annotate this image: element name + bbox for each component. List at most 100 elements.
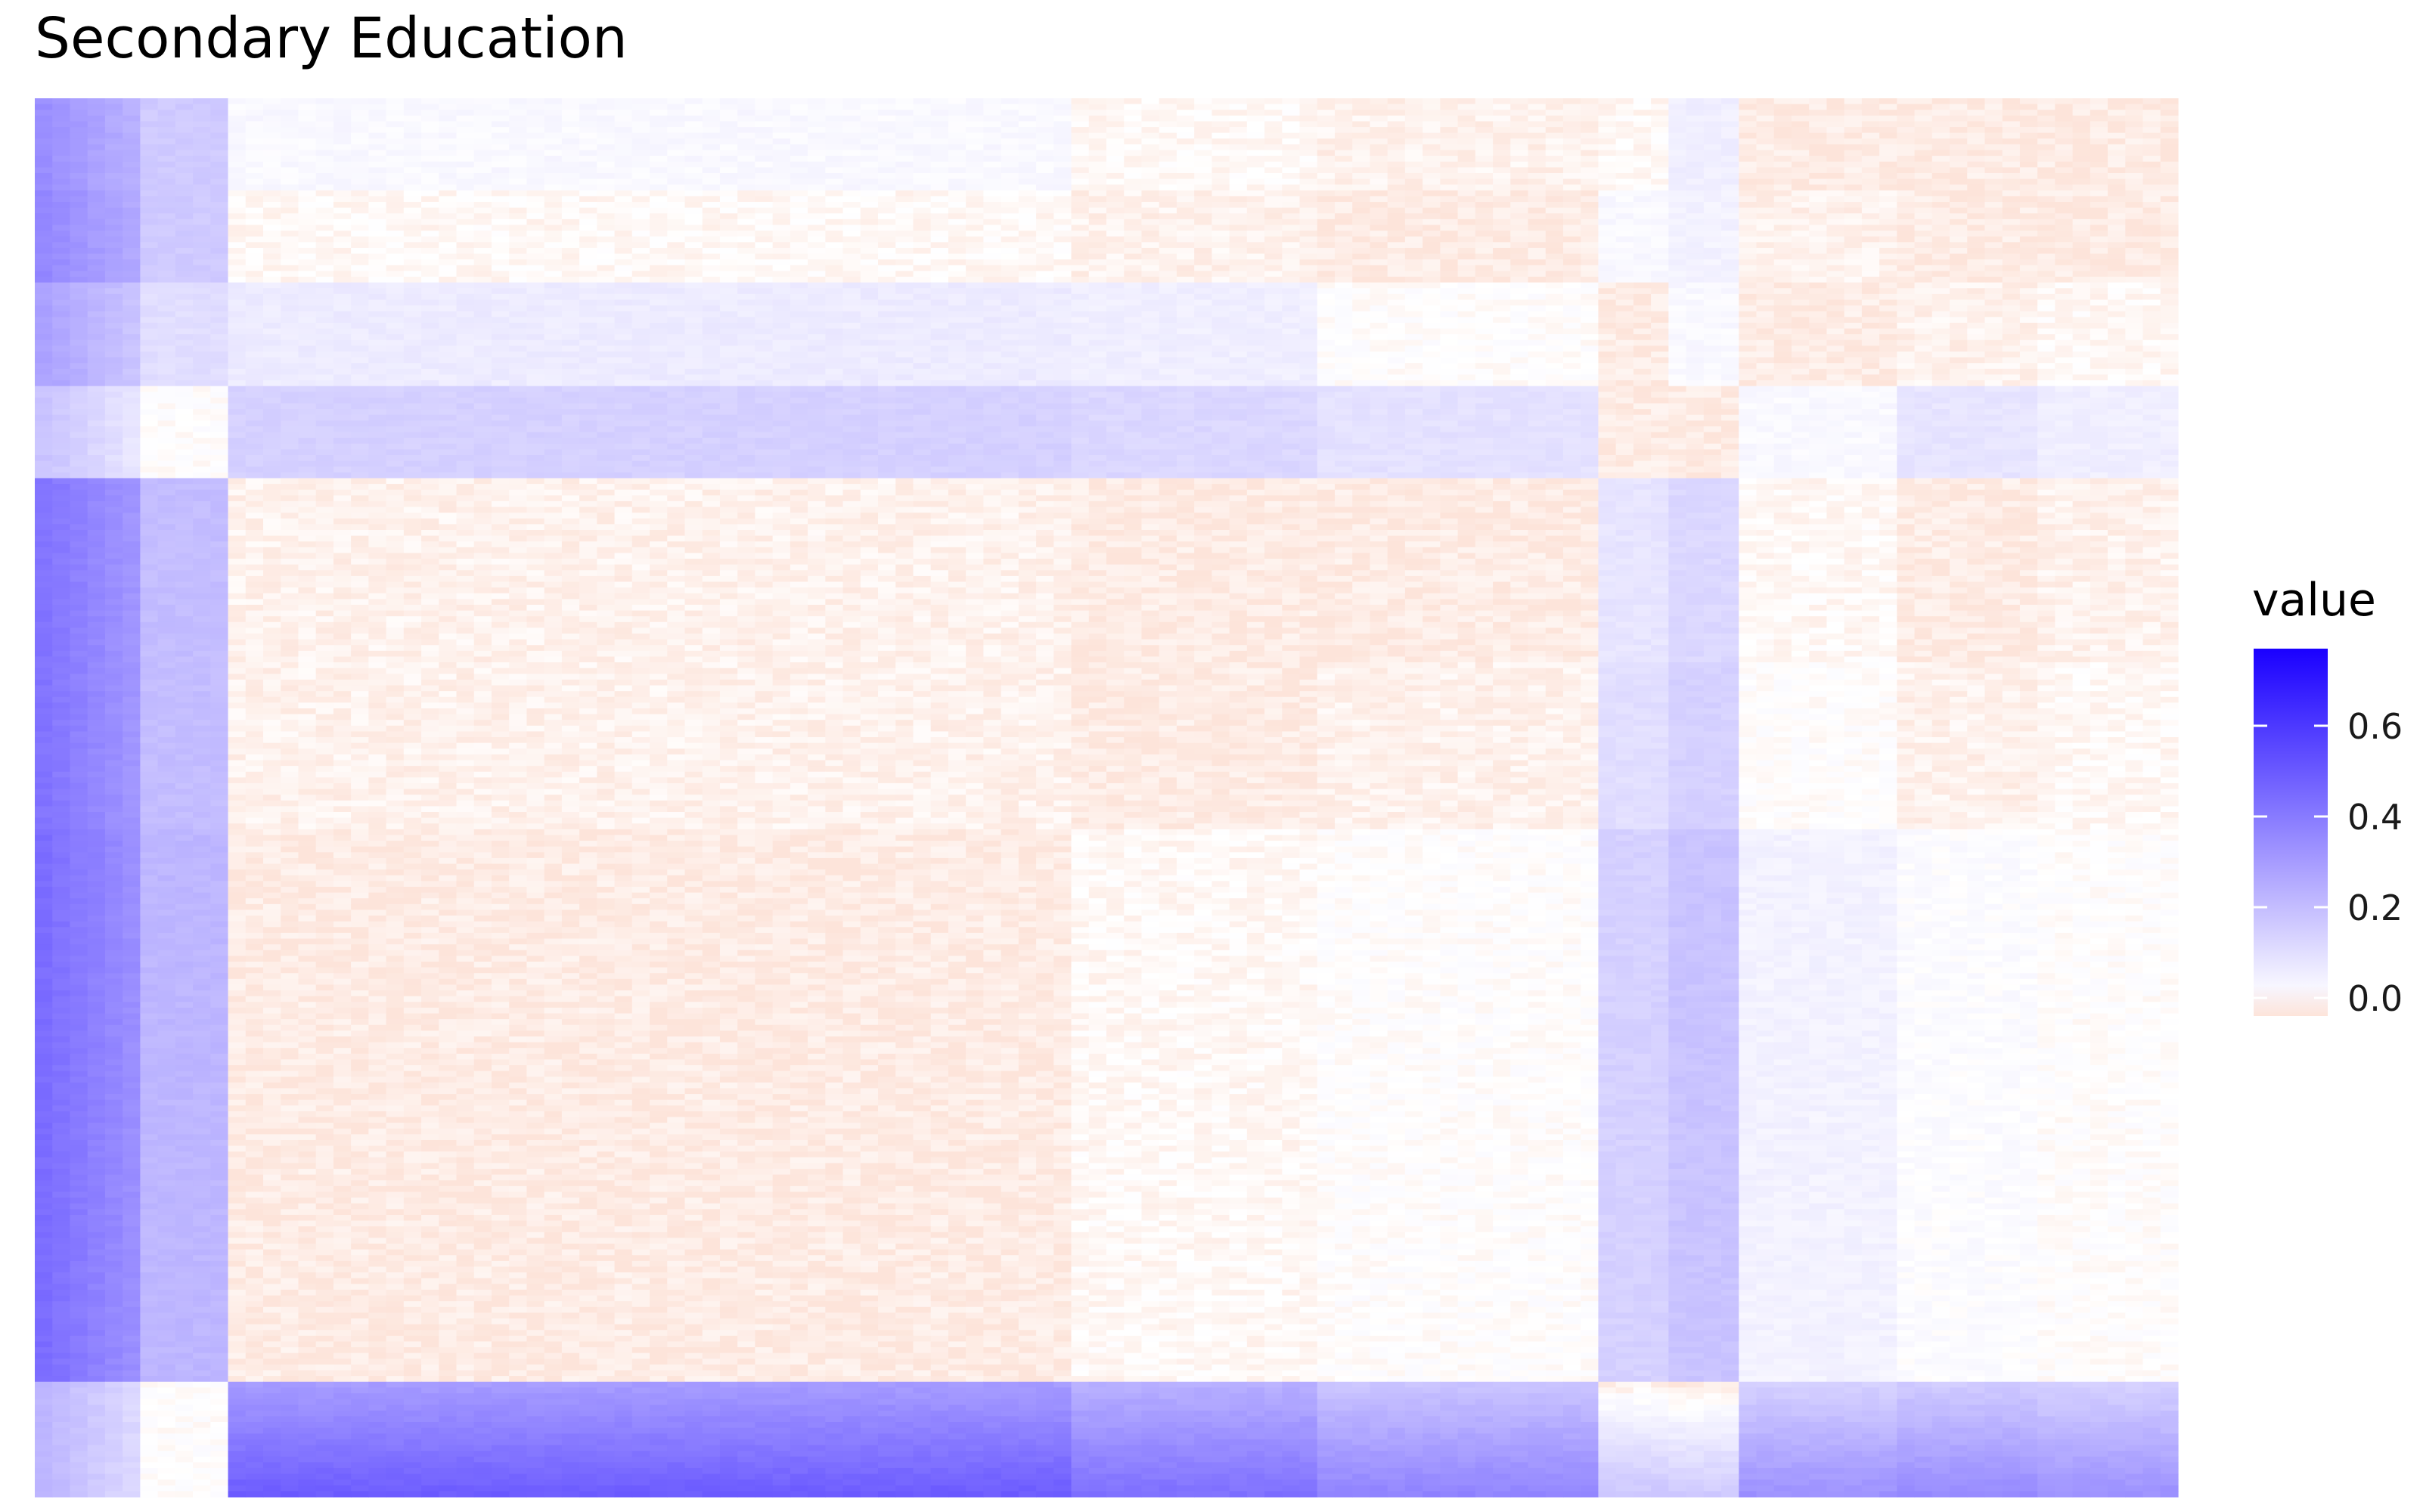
heatmap-cell xyxy=(52,184,70,191)
heatmap-cell xyxy=(281,179,299,185)
heatmap-cell xyxy=(386,98,405,104)
heatmap-cell xyxy=(263,98,281,104)
heatmap-cell xyxy=(123,156,141,162)
heatmap-cell xyxy=(632,98,650,104)
heatmap-cell xyxy=(878,167,896,173)
heatmap-cell xyxy=(70,104,88,110)
heatmap-cell xyxy=(773,121,791,127)
heatmap-cell xyxy=(140,179,158,185)
heatmap-cell xyxy=(948,98,966,104)
heatmap-cell xyxy=(228,150,247,156)
heatmap-cell xyxy=(1106,156,1125,162)
heatmap-cell xyxy=(861,116,879,122)
heatmap-cell xyxy=(246,110,264,116)
heatmap-cell xyxy=(52,138,70,144)
heatmap-cell xyxy=(913,167,931,173)
heatmap-cell xyxy=(948,184,966,191)
heatmap-cell xyxy=(1230,116,1248,122)
heatmap-cell xyxy=(1072,144,1090,150)
heatmap-cell xyxy=(808,184,826,191)
heatmap-cell xyxy=(579,162,597,168)
heatmap-cell xyxy=(1053,127,1072,133)
heatmap-cell xyxy=(1089,133,1107,139)
heatmap-cell xyxy=(474,179,492,185)
heatmap-cell xyxy=(439,110,457,116)
heatmap-cell xyxy=(158,167,176,173)
heatmap-cell xyxy=(1247,127,1265,133)
heatmap-cell xyxy=(210,116,228,122)
heatmap-cell xyxy=(298,150,316,156)
heatmap-cell xyxy=(737,104,755,110)
heatmap-cell xyxy=(913,173,931,179)
heatmap-cell xyxy=(175,116,194,122)
heatmap-cell xyxy=(808,127,826,133)
heatmap-cell xyxy=(35,138,53,144)
heatmap-cell xyxy=(808,150,826,156)
heatmap-cell xyxy=(1001,121,1019,127)
heatmap-cell xyxy=(861,179,879,185)
heatmap-cell xyxy=(334,162,352,168)
heatmap-cell xyxy=(948,110,966,116)
heatmap-cell xyxy=(35,121,53,127)
heatmap-cell xyxy=(1230,144,1248,150)
heatmap-cell xyxy=(35,162,53,168)
heatmap-cell xyxy=(597,150,615,156)
heatmap-cell xyxy=(1124,121,1142,127)
heatmap-cell xyxy=(1352,116,1370,122)
heatmap-cell xyxy=(931,133,949,139)
heatmap-cell xyxy=(1036,110,1054,116)
heatmap-cell xyxy=(615,138,633,144)
heatmap-cell xyxy=(386,104,405,110)
heatmap-cell xyxy=(140,121,158,127)
heatmap-cell xyxy=(983,98,1001,104)
heatmap-cell xyxy=(351,156,369,162)
heatmap-cell xyxy=(1053,98,1072,104)
heatmap-cell xyxy=(737,98,755,104)
heatmap-cell xyxy=(1510,116,1528,122)
heatmap-cell xyxy=(843,179,861,185)
heatmap-cell xyxy=(755,167,773,173)
heatmap-cell xyxy=(1124,133,1142,139)
heatmap-cell xyxy=(1388,121,1406,127)
heatmap-cell xyxy=(1405,121,1423,127)
heatmap-cell xyxy=(720,162,738,168)
heatmap-cell xyxy=(1247,150,1265,156)
heatmap-cell xyxy=(1510,110,1528,116)
heatmap-cell xyxy=(650,156,668,162)
heatmap-cell xyxy=(1177,144,1195,150)
heatmap-cell xyxy=(1247,104,1265,110)
heatmap-cell xyxy=(1247,167,1265,173)
heatmap-cell xyxy=(1405,98,1423,104)
heatmap-cell xyxy=(1089,127,1107,133)
heatmap-cell xyxy=(684,150,703,156)
heatmap-cell xyxy=(140,173,158,179)
heatmap-cell xyxy=(158,127,176,133)
heatmap-cell xyxy=(105,110,123,116)
heatmap-cell xyxy=(1510,104,1528,110)
heatmap-cell xyxy=(1141,127,1159,133)
heatmap-cell xyxy=(1089,184,1107,191)
heatmap-cell xyxy=(895,133,914,139)
heatmap-cell xyxy=(562,104,580,110)
heatmap-cell xyxy=(175,133,194,139)
heatmap-cell xyxy=(316,127,334,133)
heatmap-cell xyxy=(983,150,1001,156)
heatmap-cell xyxy=(105,179,123,185)
heatmap-cell xyxy=(931,116,949,122)
heatmap-cell xyxy=(983,179,1001,185)
heatmap-cell xyxy=(895,98,914,104)
heatmap-cell xyxy=(808,173,826,179)
heatmap-cell xyxy=(703,150,721,156)
heatmap-cell xyxy=(1458,110,1476,116)
heatmap-cell xyxy=(316,121,334,127)
heatmap-cell xyxy=(351,104,369,110)
heatmap-cell xyxy=(246,167,264,173)
heatmap-cell xyxy=(35,156,53,162)
heatmap-cell xyxy=(52,116,70,122)
heatmap-cell xyxy=(966,127,984,133)
heatmap-cell xyxy=(334,156,352,162)
heatmap-cell xyxy=(140,156,158,162)
heatmap-cell xyxy=(1300,133,1318,139)
heatmap-cell xyxy=(861,173,879,179)
heatmap-cell xyxy=(334,98,352,104)
